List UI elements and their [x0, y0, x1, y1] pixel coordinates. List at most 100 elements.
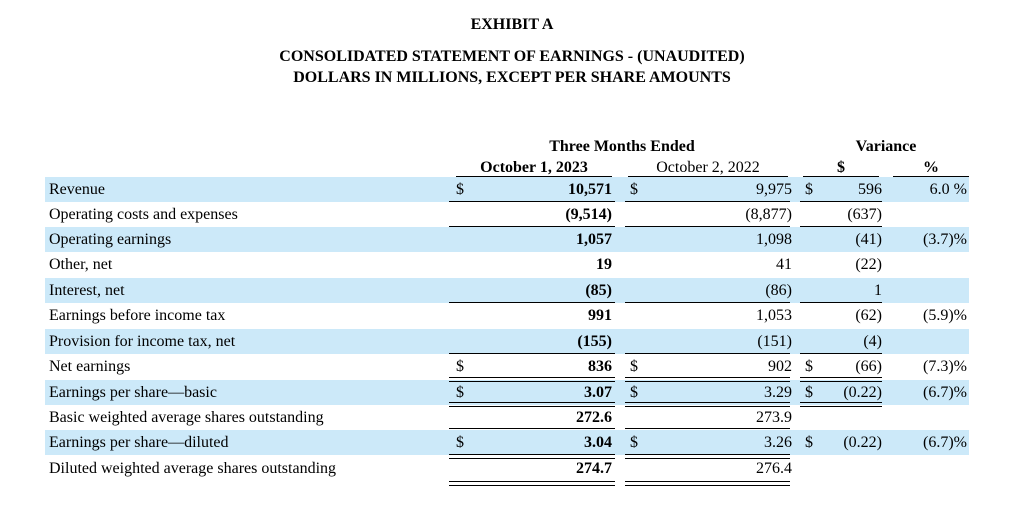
dollar-sign: $ [456, 358, 464, 375]
value-2023: (155) [577, 333, 612, 350]
rule-line [625, 201, 790, 202]
variance-dollar: (0.22) [843, 434, 882, 451]
variance-dollar: (62) [855, 307, 882, 324]
variance-dollar: (41) [855, 231, 882, 248]
row-label: Earnings per share—basic [49, 384, 217, 401]
statement-title: CONSOLIDATED STATEMENT OF EARNINGS - (UN… [279, 48, 745, 65]
double-rule-line [449, 454, 615, 459]
table-row-basic-shares: Basic weighted average shares outstandin… [45, 405, 969, 430]
dollar-sign: $ [630, 181, 638, 198]
dollar-sign: $ [630, 434, 638, 451]
row-label: Operating earnings [49, 231, 172, 248]
units-subtitle: DOLLARS IN MILLIONS, EXCEPT PER SHARE AM… [293, 69, 731, 86]
rule-line [449, 428, 615, 429]
table-row-operating-costs: Operating costs and expenses (9,514) (8,… [45, 202, 969, 227]
value-2022: 9,975 [756, 181, 792, 198]
table-row-net-earnings: Net earnings $ 836 $ 902 $ (66) (7.3)% [45, 354, 969, 379]
dollar-sign: $ [630, 358, 638, 375]
variance-percent: (3.7)% [923, 231, 967, 248]
value-2023: 274.7 [576, 460, 612, 477]
exhibit-title: EXHIBIT A [470, 16, 554, 33]
double-rule-line [449, 377, 615, 382]
value-2022: 3.29 [764, 384, 792, 401]
row-label: Provision for income tax, net [49, 333, 236, 350]
value-2023: (9,514) [565, 206, 612, 223]
double-rule-line [625, 454, 790, 459]
value-2022: 41 [776, 256, 792, 273]
variance-dollar: (0.22) [843, 384, 882, 401]
dollar-sign: $ [456, 434, 464, 451]
rule-line [625, 353, 790, 354]
value-2023: 19 [596, 256, 612, 273]
value-2022: 273.9 [756, 409, 792, 426]
table-row-provision-income-tax: Provision for income tax, net (155) (151… [45, 329, 969, 354]
dollar-sign: $ [805, 384, 813, 401]
variance-dollar: (4) [863, 333, 882, 350]
dollar-sign: $ [805, 358, 813, 375]
variance-dollar: 1 [874, 282, 882, 299]
double-rule-line [625, 402, 790, 407]
rule-line [800, 302, 882, 303]
variance-header: Variance [855, 138, 917, 155]
table-row-interest-net: Interest, net (85) (86) 1 [45, 278, 969, 303]
rule-line [625, 226, 790, 227]
rule-line [800, 226, 882, 227]
row-label: Diluted weighted average shares outstand… [49, 460, 337, 477]
value-2022: (86) [765, 282, 792, 299]
value-2023: 1,057 [576, 231, 612, 248]
table-row-revenue: Revenue $ 10,571 $ 9,975 $ 596 6.0 % [45, 177, 969, 202]
table-row-operating-earnings: Operating earnings 1,057 1,098 (41) (3.7… [45, 227, 969, 252]
dollar-sign: $ [456, 181, 464, 198]
value-2022: 3.26 [764, 434, 792, 451]
value-2022: 276.4 [756, 460, 792, 477]
variance-dollar: (637) [847, 206, 882, 223]
col-header-2022: October 2, 2022 [628, 159, 788, 178]
value-2022: 1,053 [756, 307, 792, 324]
value-2023: 10,571 [568, 181, 612, 198]
table-row-diluted-shares: Diluted weighted average shares outstand… [45, 456, 969, 481]
dollar-sign: $ [456, 384, 464, 401]
table-row-earnings-before-tax: Earnings before income tax 991 1,053 (62… [45, 303, 969, 328]
variance-dollar: (22) [855, 256, 882, 273]
variance-percent: (5.9)% [923, 307, 967, 324]
double-rule-line [449, 402, 615, 407]
row-label: Interest, net [49, 282, 125, 299]
value-2022: (151) [757, 333, 792, 350]
value-2023: 3.04 [584, 434, 612, 451]
variance-percent: (6.7)% [923, 434, 967, 451]
col-header-variance-dollar: $ [803, 159, 879, 178]
double-rule-line [449, 481, 615, 486]
value-2023: 272.6 [576, 409, 612, 426]
value-2023: (85) [585, 282, 612, 299]
variance-percent: 6.0 % [929, 181, 967, 198]
value-2023: 991 [588, 307, 612, 324]
rule-line [449, 353, 615, 354]
value-2023: 836 [588, 358, 612, 375]
dollar-sign: $ [805, 434, 813, 451]
rule-line [800, 201, 882, 202]
dollar-sign: $ [805, 181, 813, 198]
rule-line [449, 201, 615, 202]
row-label: Basic weighted average shares outstandin… [49, 409, 324, 426]
row-label: Net earnings [49, 358, 131, 375]
variance-percent: (6.7)% [923, 384, 967, 401]
double-rule-line [800, 377, 882, 382]
rule-line [625, 302, 790, 303]
row-label: Earnings per share—diluted [49, 434, 229, 451]
table-row-other-net: Other, net 19 41 (22) [45, 252, 969, 277]
variance-percent: (7.3)% [923, 358, 967, 375]
row-label: Operating costs and expenses [49, 206, 238, 223]
row-label: Other, net [49, 256, 113, 273]
table-row-eps-basic: Earnings per share—basic $ 3.07 $ 3.29 $… [45, 380, 969, 405]
table-row-eps-diluted: Earnings per share—diluted $ 3.04 $ 3.26… [45, 430, 969, 455]
col-header-2023: October 1, 2023 [456, 159, 612, 178]
double-rule-line [625, 377, 790, 382]
rule-line [449, 226, 615, 227]
col-header-variance-percent: % [893, 159, 969, 178]
row-label: Earnings before income tax [49, 307, 226, 324]
value-2023: 3.07 [584, 384, 612, 401]
variance-dollar: 596 [858, 181, 882, 198]
rule-line [800, 353, 882, 354]
double-rule-line [800, 402, 882, 407]
rule-line [625, 428, 790, 429]
